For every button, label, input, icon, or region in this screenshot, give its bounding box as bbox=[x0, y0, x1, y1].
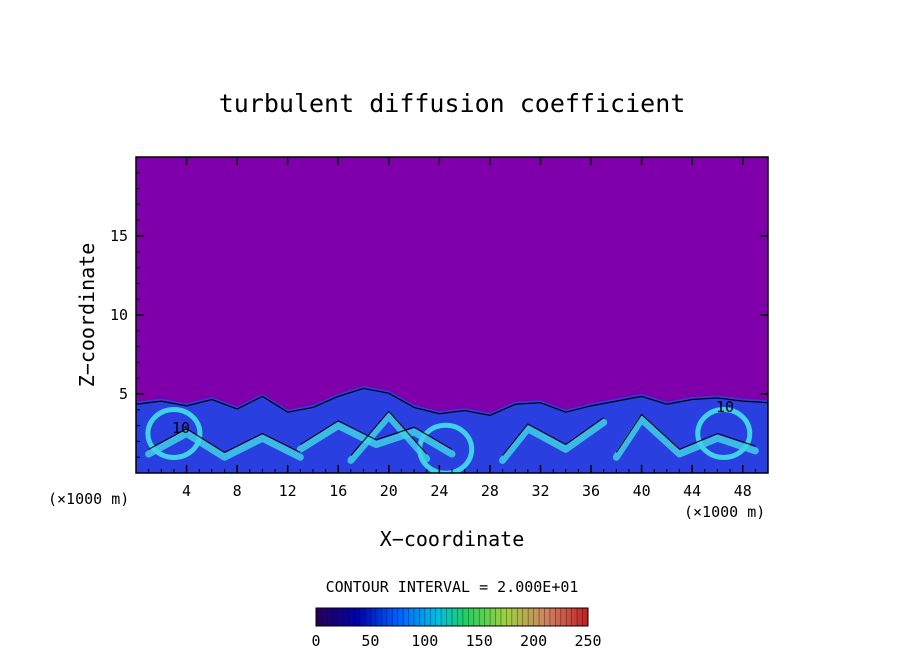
x-axis-label: X−coordinate bbox=[380, 527, 525, 551]
contour-line bbox=[502, 417, 604, 456]
chart-title: turbulent diffusion coefficient bbox=[219, 89, 686, 118]
contour-line bbox=[300, 420, 453, 450]
eddy-vortex bbox=[417, 422, 475, 473]
x-tick-label: 20 bbox=[380, 482, 398, 500]
colorbar-tick-label: 50 bbox=[361, 632, 379, 650]
colorbar-tick-label: 200 bbox=[520, 632, 547, 650]
y-axis-ticks: 5 10 15 bbox=[110, 172, 768, 458]
eddy-band bbox=[296, 422, 456, 458]
contour-line bbox=[350, 410, 428, 456]
x-tick-label: 16 bbox=[329, 482, 347, 500]
contour-label: 10 bbox=[716, 398, 734, 416]
x-axis-ticks: 4 8 12 16 20 24 28 32 36 40 44 48 bbox=[148, 157, 756, 500]
contour-interval-text: CONTOUR INTERVAL = 2.000E+01 bbox=[326, 578, 579, 596]
x-tick-label: 36 bbox=[582, 482, 600, 500]
x-tick-label: 40 bbox=[633, 482, 651, 500]
x-tick-label: 8 bbox=[233, 482, 242, 500]
eddy-band bbox=[612, 415, 759, 461]
eddy-band bbox=[347, 412, 431, 464]
y-axis-label: Z−coordinate bbox=[75, 243, 99, 388]
x-tick-label: 44 bbox=[683, 482, 701, 500]
contour-label: 10 bbox=[172, 419, 190, 437]
x-unit-label-left: (×1000 m) bbox=[48, 490, 129, 508]
contour-line bbox=[136, 387, 768, 416]
eddy-band bbox=[145, 430, 304, 461]
y-tick-label: 10 bbox=[110, 306, 128, 324]
eddy-vortex bbox=[145, 407, 203, 460]
x-tick-label: 32 bbox=[531, 482, 549, 500]
y-tick-label: 5 bbox=[119, 385, 128, 403]
contour-line bbox=[148, 428, 301, 454]
contour-line bbox=[615, 413, 756, 453]
eddy-vortex bbox=[695, 407, 753, 460]
turbulent-layer bbox=[136, 386, 768, 473]
x-tick-label: 48 bbox=[734, 482, 752, 500]
x-tick-label: 4 bbox=[182, 482, 191, 500]
colorbar-tick-label: 0 bbox=[311, 632, 320, 650]
colorbar-tick-label: 100 bbox=[411, 632, 438, 650]
x-tick-label: 28 bbox=[481, 482, 499, 500]
colorbar-tick-label: 150 bbox=[466, 632, 493, 650]
y-tick-label: 15 bbox=[110, 227, 128, 245]
colorbar-tick-label: 250 bbox=[574, 632, 601, 650]
contour-lines bbox=[136, 387, 768, 456]
x-tick-label: 24 bbox=[430, 482, 448, 500]
colorbar-ticks: 0 50 100 150 200 250 bbox=[311, 608, 602, 650]
eddy-band bbox=[499, 418, 608, 464]
x-unit-label-right: (×1000 m) bbox=[684, 503, 765, 521]
x-tick-label: 12 bbox=[279, 482, 297, 500]
